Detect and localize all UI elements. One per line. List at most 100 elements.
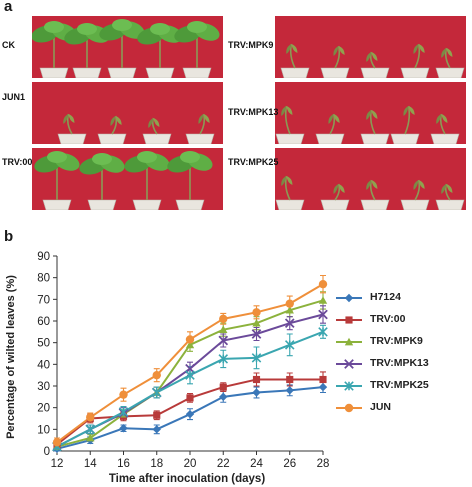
seedling [435, 183, 465, 210]
seedling [174, 21, 220, 78]
wilted-leaves-line-chart: 0 10 20 30 40 50 60 70 80 90 12 14 16 18 20 22 24 26 28 Pe… [5, 251, 329, 485]
data-point [153, 411, 161, 419]
legend-swatch [336, 381, 362, 391]
photo-jun1 [32, 82, 223, 144]
legend-item: H7124 [334, 288, 469, 310]
seedling [430, 113, 460, 144]
data-point [252, 318, 261, 327]
photo-label-trv-mpk13: TRV:MPK13 [228, 107, 279, 117]
seedling [400, 43, 430, 78]
legend-swatch [336, 403, 362, 413]
seedling [137, 23, 183, 78]
seedling [360, 179, 390, 210]
y-tick-label: 20 [37, 403, 50, 415]
x-tick-label: 20 [184, 458, 197, 470]
data-point [185, 409, 195, 419]
chart-axes: 0 10 20 30 40 50 60 70 80 90 12 14 16 18 20 22 24 26 28 [37, 251, 329, 470]
seedling [79, 153, 125, 210]
seedling [275, 105, 305, 144]
legend-label: JUN [370, 401, 392, 413]
legend-item: TRV:MPK13 [334, 354, 469, 376]
data-point [251, 353, 262, 363]
seedling [64, 23, 110, 78]
seedling [185, 113, 215, 144]
data-point [251, 329, 262, 339]
y-tick-label: 10 [37, 424, 50, 436]
photo-trv00 [32, 148, 223, 210]
data-point [119, 424, 128, 433]
data-point [285, 386, 294, 395]
data-point [285, 305, 294, 314]
seedling [280, 43, 310, 78]
seedling [400, 179, 430, 210]
data-point [119, 390, 128, 399]
data-point [152, 370, 161, 380]
photo-trv-mpk9 [275, 16, 466, 78]
x-tick-label: 24 [250, 458, 263, 470]
y-tick-label: 60 [37, 316, 50, 328]
y-tick-label: 50 [37, 338, 50, 350]
legend-item: TRV:MPK25 [334, 376, 469, 398]
y-tick-label: 30 [37, 381, 50, 393]
data-point [284, 340, 295, 350]
seedling [360, 109, 390, 144]
data-point [285, 299, 294, 308]
photo-trv-mpk25 [275, 148, 466, 210]
chart-legend: H7124 TRV:00 TRV:MPK9 TRV:MPK13 TRV:MPK25 JUN [334, 288, 469, 420]
seedling [390, 105, 420, 144]
x-tick-label: 28 [317, 458, 330, 470]
y-tick-label: 40 [37, 359, 50, 371]
data-point [219, 325, 228, 334]
legend-label: TRV:MPK9 [370, 335, 423, 347]
legend-swatch [336, 359, 362, 369]
panel-a-letter: a [4, 0, 13, 15]
x-tick-label: 22 [217, 458, 230, 470]
x-tick-label: 18 [150, 458, 163, 470]
data-point [318, 296, 328, 304]
chart-error-bars [54, 274, 326, 452]
x-tick-label: 26 [283, 458, 296, 470]
legend-item: TRV:00 [334, 310, 469, 332]
seedling [97, 115, 127, 144]
seedling [275, 175, 305, 210]
data-point [218, 335, 229, 346]
legend-label: TRV:00 [370, 313, 406, 325]
seedling [360, 51, 390, 78]
photo-label-trv-mpk9: TRV:MPK9 [228, 40, 274, 50]
data-point [85, 424, 96, 435]
seedling [315, 113, 345, 144]
data-point [219, 392, 228, 402]
data-point [318, 309, 328, 320]
seedling [320, 45, 350, 78]
data-point [219, 383, 227, 391]
data-point [318, 327, 328, 337]
legend-swatch [336, 316, 362, 324]
data-point [185, 335, 195, 344]
seedling [167, 151, 213, 210]
seedling [142, 117, 172, 144]
photo-label-trv-mpk25: TRV:MPK25 [228, 157, 279, 167]
seedling [32, 21, 77, 78]
data-point [319, 375, 327, 384]
seedling [99, 19, 145, 78]
legend-item: TRV:MPK9 [334, 332, 469, 354]
data-point [318, 382, 328, 392]
data-point [118, 407, 129, 417]
data-point [86, 413, 95, 422]
photo-label-ck: CK [2, 40, 15, 50]
data-point [185, 340, 195, 349]
legend-swatch [336, 337, 362, 346]
y-axis-label: Percentage of wilted leaves (%) [5, 275, 17, 439]
seedling [320, 183, 350, 210]
photo-ck [32, 16, 223, 78]
seedling [57, 113, 87, 144]
legend-swatch [336, 293, 362, 303]
chart-markers [52, 279, 328, 454]
y-tick-label: 0 [44, 446, 50, 458]
data-point [252, 375, 261, 384]
legend-label: TRV:MPK13 [370, 357, 429, 369]
x-axis-label: Time after inoculation (days) [109, 473, 266, 485]
data-point [286, 375, 294, 384]
data-point [185, 370, 195, 380]
panel-b-letter: b [4, 228, 14, 245]
